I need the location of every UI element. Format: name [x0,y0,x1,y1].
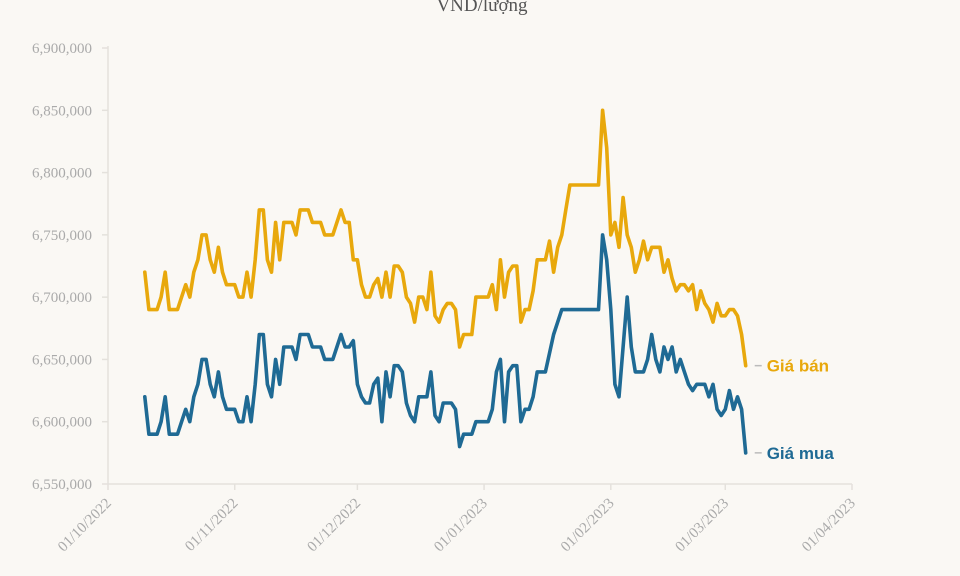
y-tick-label: 6,900,000 [32,41,92,57]
axes [107,46,852,485]
x-tick-label: 01/11/2022 [182,496,241,555]
series-group [143,108,748,455]
series-label-sell: Giá bán [767,357,829,376]
x-ticks: 01/10/2022 01/11/2022 01/12/2022 01/01/2023… [55,484,859,555]
y-axis-label: VND/lượng [436,0,528,16]
series-line-sell [143,108,748,368]
y-tick-label: 6,750,000 [32,228,92,244]
y-ticks: 6,550,000 6,600,000 6,650,000 6,700,000 6,75… [32,41,108,493]
y-tick-label: 6,800,000 [32,166,92,182]
y-tick-label: 6,600,000 [32,415,92,431]
x-tick-label: 01/01/2023 [431,496,491,556]
series-line-buy [143,233,748,455]
x-tick-label: 01/04/2023 [799,496,859,556]
y-tick-label: 6,550,000 [32,477,92,493]
x-tick-label: 01/12/2022 [305,496,365,556]
y-tick-label: 6,700,000 [32,290,92,306]
y-tick-label: 6,850,000 [32,103,92,119]
x-tick-label: 01/02/2023 [558,496,618,556]
x-tick-label: 01/03/2023 [672,496,732,556]
series-label-buy: Giá mua [767,444,835,463]
series-labels: Giá bán Giá mua [754,357,835,463]
y-tick-label: 6,650,000 [32,352,92,368]
x-tick-label: 01/10/2022 [55,496,115,556]
